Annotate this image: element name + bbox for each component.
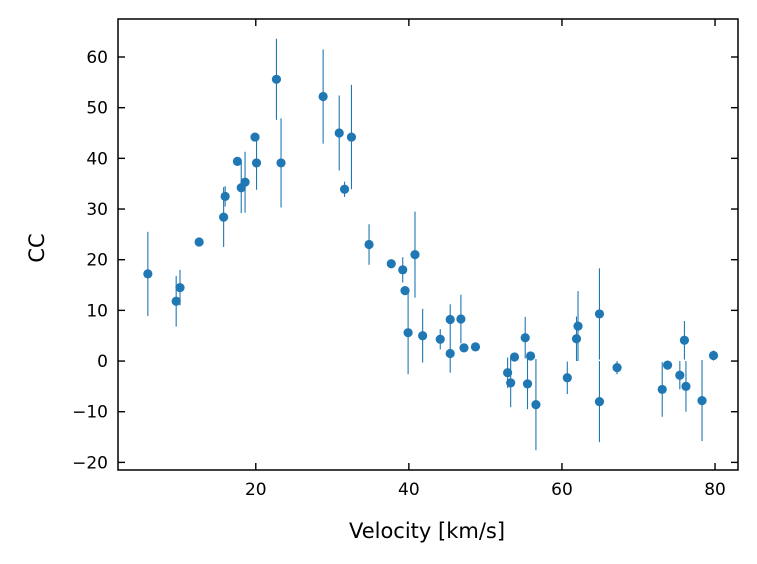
y-tick-label-7: 50 — [86, 99, 108, 119]
data-point-48 — [697, 395, 707, 406]
axes-layer: 20 40 60 80 −20 −10 0 10 20 30 40 50 60 — [72, 18, 739, 500]
data-point-29 — [470, 342, 481, 352]
data-point-46 — [679, 335, 690, 345]
data-point-49 — [708, 350, 719, 361]
x-axis-title: Velocity [km/s] — [349, 519, 505, 543]
data-point-15 — [339, 184, 350, 194]
data-point-28 — [459, 343, 469, 353]
data-point-21 — [403, 328, 413, 338]
x-tick-label-2: 60 — [551, 480, 573, 500]
data-point-24 — [435, 334, 445, 344]
y-tick-label-3: 10 — [86, 301, 108, 321]
data-point-26 — [445, 348, 455, 359]
data-point-19 — [398, 265, 408, 275]
y-tick-label-6: 40 — [86, 149, 108, 169]
points-layer — [143, 74, 719, 410]
data-point-5 — [220, 191, 230, 201]
data-point-14 — [334, 128, 344, 138]
data-point-17 — [364, 239, 374, 250]
y-tick-label-0: −20 — [72, 453, 108, 473]
data-point-13 — [318, 91, 328, 102]
data-point-22 — [410, 250, 420, 260]
y-tick-label-4: 20 — [86, 251, 108, 271]
data-point-27 — [456, 314, 466, 324]
data-point-16 — [346, 132, 357, 142]
data-point-38 — [571, 334, 582, 344]
data-point-35 — [525, 351, 536, 361]
data-point-1 — [171, 296, 181, 306]
data-point-8 — [240, 177, 250, 187]
data-point-36 — [531, 400, 541, 410]
data-point-12 — [276, 158, 286, 168]
data-point-4 — [219, 212, 229, 222]
data-point-39 — [573, 321, 583, 331]
y-tick-label-8: 60 — [86, 48, 108, 68]
y-axis-title: CC — [25, 233, 49, 262]
data-point-34 — [522, 379, 533, 389]
data-point-9 — [250, 132, 260, 142]
data-point-32 — [509, 352, 520, 362]
data-point-42 — [612, 363, 622, 373]
data-point-44 — [662, 360, 673, 370]
data-point-0 — [143, 269, 153, 279]
data-point-45 — [675, 370, 685, 380]
data-point-11 — [271, 74, 282, 84]
data-point-23 — [418, 331, 428, 341]
data-point-20 — [400, 286, 410, 296]
data-point-43 — [657, 384, 667, 395]
data-point-2 — [175, 282, 185, 293]
data-point-47 — [681, 381, 691, 391]
data-point-37 — [562, 373, 572, 383]
data-point-41 — [594, 396, 605, 407]
data-point-33 — [520, 333, 530, 343]
data-point-18 — [386, 259, 396, 269]
data-point-30 — [503, 368, 513, 378]
x-tick-label-3: 80 — [704, 480, 726, 500]
y-tick-label-5: 30 — [86, 200, 108, 220]
data-point-10 — [251, 158, 262, 168]
data-point-6 — [232, 156, 243, 166]
data-point-31 — [506, 378, 516, 388]
data-point-40 — [594, 309, 605, 319]
y-tick-label-2: 0 — [97, 352, 108, 372]
data-point-25 — [445, 314, 455, 325]
x-tick-label-0: 20 — [245, 480, 267, 500]
plot-frame — [117, 18, 739, 471]
y-tick-label-1: −10 — [72, 403, 108, 423]
data-point-3 — [194, 237, 204, 247]
x-tick-label-1: 40 — [398, 480, 420, 500]
